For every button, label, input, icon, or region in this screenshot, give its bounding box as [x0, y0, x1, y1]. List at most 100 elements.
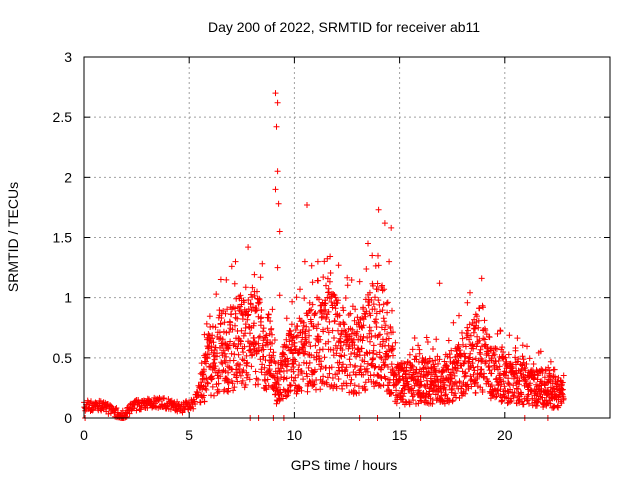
- data-point: [472, 379, 479, 386]
- data-point: [328, 364, 335, 371]
- data-point: [512, 370, 519, 377]
- data-point: [415, 342, 422, 349]
- data-point: [241, 299, 248, 306]
- data-point: [313, 356, 320, 363]
- data-point: [506, 381, 513, 388]
- data-point: [375, 286, 381, 293]
- data-point: [370, 355, 377, 362]
- data-point: [375, 206, 382, 213]
- data-point: [229, 326, 236, 333]
- data-point: [284, 361, 291, 368]
- data-point: [495, 366, 501, 373]
- data-point: [392, 382, 399, 389]
- data-point: [454, 365, 461, 372]
- data-point: [467, 332, 474, 339]
- data-point: [245, 244, 252, 251]
- data-point: [478, 275, 485, 282]
- data-point: [525, 391, 532, 398]
- data-point: [404, 378, 411, 385]
- data-point: [281, 374, 288, 381]
- data-point: [226, 329, 233, 335]
- data-point: [199, 386, 206, 393]
- data-point: [307, 343, 314, 350]
- data-point: [352, 389, 358, 396]
- data-point: [242, 381, 249, 388]
- data-point: [457, 351, 464, 358]
- data-point: [365, 240, 371, 247]
- data-point: [217, 320, 224, 327]
- data-point: [493, 375, 500, 382]
- data-point: [408, 365, 415, 372]
- data-point: [410, 397, 417, 404]
- data-point: [366, 324, 373, 331]
- data-point: [449, 397, 456, 404]
- x-tick-label: 15: [392, 427, 408, 443]
- data-point: [306, 339, 312, 346]
- data-point: [316, 296, 322, 303]
- data-point: [272, 360, 279, 367]
- data-point: [232, 322, 238, 329]
- data-point: [311, 366, 318, 373]
- y-tick-label: 1.5: [53, 230, 73, 246]
- data-point: [477, 366, 484, 373]
- data-point: [276, 292, 283, 299]
- y-tick-label: 2.5: [53, 109, 73, 125]
- data-point: [518, 391, 525, 398]
- data-point: [477, 346, 484, 353]
- data-point: [378, 355, 385, 361]
- data-point: [302, 328, 309, 335]
- data-point: [348, 376, 355, 383]
- data-point: [249, 284, 256, 291]
- data-point: [344, 282, 351, 289]
- data-point: [473, 343, 480, 350]
- data-point: [453, 368, 460, 374]
- data-point: [318, 363, 325, 370]
- data-point: [289, 360, 296, 367]
- data-point: [271, 337, 278, 343]
- data-point: [244, 312, 251, 319]
- data-point: [330, 347, 337, 353]
- data-point: [356, 389, 362, 396]
- data-point: [494, 330, 501, 337]
- data-point: [262, 357, 269, 364]
- data-point: [529, 395, 536, 402]
- data-point: [240, 367, 247, 374]
- data-point: [369, 252, 376, 259]
- data-point: [406, 351, 413, 358]
- data-point: [265, 382, 272, 389]
- data-point: [363, 266, 370, 272]
- data-point: [237, 372, 244, 379]
- data-point: [274, 168, 281, 175]
- data-point: [377, 354, 384, 360]
- data-point: [345, 336, 352, 343]
- data-point: [450, 319, 457, 326]
- data-point: [242, 321, 249, 328]
- data-point: [161, 395, 168, 402]
- data-point: [333, 350, 340, 357]
- data-point: [269, 340, 275, 347]
- data-point: [303, 323, 310, 330]
- data-point: [384, 353, 391, 360]
- data-point: [244, 371, 251, 378]
- data-point: [260, 328, 267, 335]
- data-point: [385, 342, 392, 349]
- data-point: [438, 389, 445, 396]
- data-point: [262, 377, 269, 384]
- data-point: [341, 352, 348, 359]
- data-point: [287, 383, 294, 389]
- data-point: [292, 358, 299, 365]
- data-point: [311, 311, 318, 317]
- data-point: [201, 331, 208, 338]
- data-point: [329, 375, 336, 381]
- data-point: [360, 371, 367, 378]
- data-point: [206, 364, 213, 370]
- data-point: [472, 325, 479, 332]
- data-point: [230, 357, 237, 364]
- data-point: [411, 335, 418, 341]
- data-point: [486, 334, 493, 341]
- data-point: [234, 378, 241, 385]
- data-point: [524, 343, 530, 350]
- data-point: [371, 383, 378, 390]
- chart-title: Day 200 of 2022, SRMTID for receiver ab1…: [208, 19, 480, 35]
